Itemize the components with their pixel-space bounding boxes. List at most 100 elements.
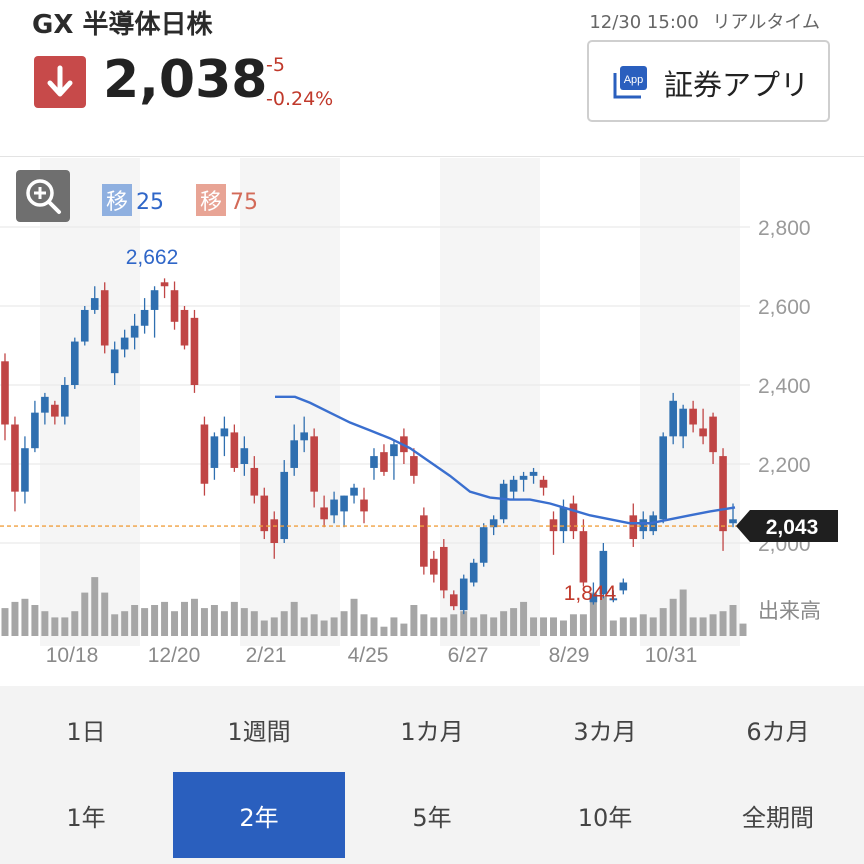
volume-bar <box>340 611 348 636</box>
volume-bar <box>569 614 577 636</box>
y-tick-label: 2,600 <box>758 296 811 319</box>
volume-bar <box>81 592 89 636</box>
volume-bar <box>480 614 488 636</box>
volume-bar <box>370 617 378 636</box>
quote-header: GX 半導体日株 12/30 15:00 リアルタイム 2,038 -5 -0.… <box>0 0 864 157</box>
app-icon-text: App <box>624 74 644 86</box>
volume-bar <box>111 614 119 636</box>
period-1y[interactable]: 1年 <box>66 803 106 832</box>
current-price-label: 2,043 <box>766 516 819 539</box>
volume-bar <box>240 608 248 636</box>
candle-body <box>320 507 328 520</box>
volume-bar <box>21 598 29 636</box>
current-price-marker <box>736 510 838 543</box>
candle-body <box>130 325 139 338</box>
candle-body <box>479 527 488 563</box>
volume-bar <box>350 598 358 636</box>
volume-bar <box>699 617 707 636</box>
y-tick-label: 2,400 <box>758 375 811 398</box>
volume-bar <box>530 617 538 636</box>
volume-bar <box>210 605 218 636</box>
ma25-line <box>275 395 736 525</box>
zoom-button[interactable] <box>16 170 70 222</box>
timestamp-mode: リアルタイム <box>712 12 820 33</box>
period-1m[interactable]: 1カ月 <box>400 717 464 746</box>
volume-bar <box>689 617 697 636</box>
x-tick-label: 4/25 <box>348 644 389 667</box>
volume-bar <box>559 620 567 636</box>
volume-bar <box>121 611 129 636</box>
candle-body <box>629 515 638 540</box>
candle-body <box>699 428 707 437</box>
x-tick-label: 10/31 <box>645 644 698 667</box>
candle-body <box>370 456 378 468</box>
volume-bar <box>649 617 657 636</box>
volume-bar <box>270 617 278 636</box>
instrument-title: GX 半導体日株 <box>32 10 213 40</box>
candle-body <box>21 448 29 492</box>
volume-bar <box>330 617 338 636</box>
candle-body <box>300 432 308 441</box>
volume-bar <box>540 617 548 636</box>
candle-body <box>80 309 89 342</box>
candle-body <box>270 519 279 543</box>
volume-bar <box>639 614 647 636</box>
period-all[interactable]: 全期間 <box>742 803 814 832</box>
legend-ma75-tag: 移 <box>196 184 227 216</box>
candle-body <box>200 424 209 484</box>
volume-bar <box>709 614 717 636</box>
candle-body <box>140 309 149 326</box>
period-10y[interactable]: 10年 <box>577 803 633 832</box>
candle-body <box>410 456 418 476</box>
legend-ma75: 移 75 <box>196 184 258 216</box>
candle-body <box>120 337 129 350</box>
candle-body <box>31 412 39 449</box>
volume-bar <box>739 623 747 636</box>
volume-bar <box>450 614 458 636</box>
period-6m[interactable]: 6カ月 <box>746 717 810 746</box>
period-3m[interactable]: 3カ月 <box>573 717 637 746</box>
volume-bar <box>659 608 667 636</box>
candle-body <box>70 341 79 385</box>
period-2y[interactable]: 2年 <box>173 772 345 858</box>
high-price-label: 2,662 <box>126 246 179 269</box>
volume-bar <box>609 620 617 636</box>
candle-body <box>619 582 628 591</box>
period-1d[interactable]: 1日 <box>66 717 106 746</box>
chart-band <box>40 158 140 646</box>
legend-ma25-tag: 移 <box>102 184 133 216</box>
candle-body <box>11 424 19 492</box>
volume-bar <box>181 601 188 636</box>
candle-body <box>579 531 588 583</box>
volume-bar <box>679 589 687 636</box>
candle-body <box>430 558 438 575</box>
volume-bar <box>589 592 597 636</box>
volume-bar <box>260 620 268 636</box>
securities-app-button[interactable]: App 証券アプリ <box>587 40 830 122</box>
chart-band <box>640 158 740 646</box>
app-icon: App <box>613 66 647 99</box>
volume-bar <box>280 611 288 636</box>
candle-body <box>380 452 388 472</box>
candle-body <box>180 309 189 346</box>
candle-body <box>509 479 518 492</box>
x-tick-label: 2/21 <box>246 644 287 667</box>
price-change: -5 <box>266 54 285 76</box>
volume-bar <box>500 611 508 636</box>
candle-body <box>110 349 119 374</box>
period-5y[interactable]: 5年 <box>412 803 452 832</box>
volume-bar <box>629 617 637 636</box>
candle-body <box>729 519 737 524</box>
volume-bar <box>1 608 9 636</box>
candle-body <box>90 298 99 310</box>
legend-ma75-value: 75 <box>230 190 259 215</box>
candle-body <box>1 361 9 425</box>
candle-body <box>489 519 498 528</box>
period-1w[interactable]: 1週間 <box>227 717 291 746</box>
candle-body <box>549 519 558 532</box>
candle-body <box>150 290 159 310</box>
candle-body <box>160 282 169 287</box>
candle-body <box>260 495 269 532</box>
volume-bar <box>250 611 258 636</box>
candle-body <box>519 475 528 480</box>
